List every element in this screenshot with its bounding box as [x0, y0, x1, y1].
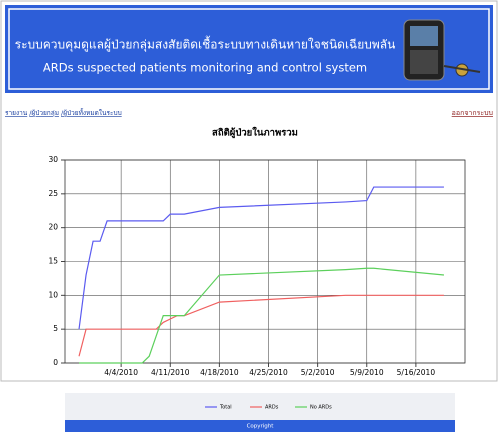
chart-title: สถิติผู้ป่วยในภาพรวม	[212, 127, 298, 140]
series-line	[78, 186, 444, 330]
header-title-th: ระบบควบคุมดูแลผู้ป่วยกลุ่มสงสัยติดเชื้อร…	[15, 36, 396, 53]
legend-label: No ARDs	[310, 405, 332, 411]
plot-frame	[64, 159, 466, 364]
x-tick-label: 4/18/2010	[200, 368, 239, 377]
y-tick-label: 15	[48, 257, 58, 266]
x-tick-label: 5/9/2010	[350, 368, 384, 377]
y-tick-label: 25	[48, 189, 58, 198]
x-tick-label: 4/11/2010	[151, 368, 190, 377]
series-line	[78, 294, 444, 357]
header-border	[8, 8, 490, 90]
footer-text: Copyright	[247, 424, 275, 430]
x-tick-label: 4/25/2010	[249, 368, 288, 377]
breadcrumb: รายงาน/ผู้ป่วยกลุ่ม/ผู้ป่วยทั้งหมดในระบบ	[5, 108, 122, 117]
x-tick-label: 5/2/2010	[301, 368, 335, 377]
y-tick-label: 5	[53, 324, 58, 333]
legend-label: Total	[219, 405, 232, 411]
footer-bar	[65, 420, 455, 432]
logout-link[interactable]: ออกจากระบบ	[452, 109, 493, 117]
x-tick-label: 5/16/2010	[397, 368, 436, 377]
y-tick-label: 0	[53, 358, 58, 367]
phone-icon	[403, 19, 481, 81]
header-title-en: ARDs suspected patients monitoring and c…	[43, 61, 367, 75]
breadcrumb-link[interactable]: /ผู้ป่วยกลุ่ม	[29, 109, 59, 117]
breadcrumb-link[interactable]: /ผู้ป่วยทั้งหมดในระบบ	[61, 108, 122, 117]
breadcrumb-link[interactable]: รายงาน	[5, 109, 28, 117]
legend-label: ARDs	[265, 405, 279, 411]
y-tick-label: 30	[48, 155, 58, 164]
y-tick-label: 10	[48, 290, 58, 299]
y-tick-label: 20	[48, 223, 58, 232]
series-line	[79, 267, 445, 364]
x-tick-label: 4/4/2010	[104, 368, 138, 377]
